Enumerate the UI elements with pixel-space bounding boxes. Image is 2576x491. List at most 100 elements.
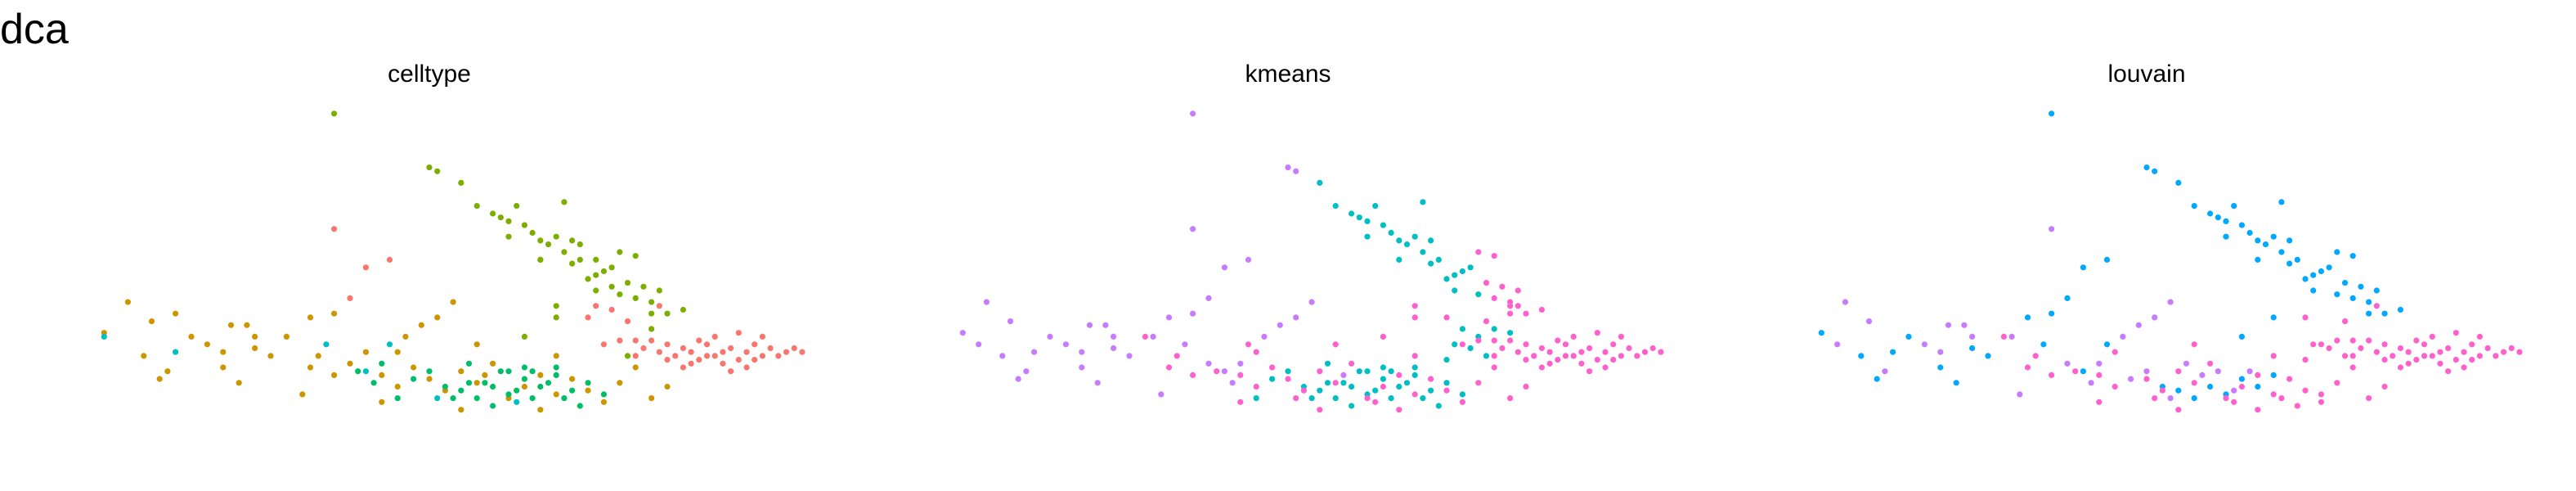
scatter-point bbox=[2167, 299, 2174, 305]
scatter-point bbox=[370, 380, 377, 386]
scatter-point bbox=[362, 349, 369, 355]
scatter-point bbox=[1562, 341, 1569, 348]
scatter-point bbox=[593, 272, 599, 278]
scatter-point bbox=[1269, 364, 1276, 371]
scatter-point bbox=[561, 199, 568, 205]
scatter-point bbox=[743, 349, 750, 355]
scatter-point bbox=[2255, 237, 2261, 244]
scatter-point bbox=[1349, 360, 1355, 367]
scatter-point bbox=[1515, 303, 1521, 309]
scatter-point bbox=[2366, 299, 2372, 305]
scatter-point bbox=[617, 291, 623, 298]
scatter-point bbox=[1349, 210, 1355, 217]
scatter-point bbox=[2223, 395, 2229, 402]
scatter-point bbox=[1253, 349, 1259, 355]
scatter-point bbox=[569, 260, 576, 267]
scatter-point bbox=[1626, 345, 1632, 352]
scatter-point bbox=[347, 360, 353, 367]
scatter-point bbox=[1428, 376, 1434, 382]
scatter-point bbox=[680, 364, 687, 371]
scatter-point bbox=[2270, 314, 2277, 321]
scatter-point bbox=[569, 387, 576, 394]
scatter-point bbox=[703, 353, 711, 359]
scatter-point bbox=[490, 403, 496, 409]
scatter-point bbox=[1126, 353, 1133, 359]
scatter-point bbox=[1538, 345, 1545, 352]
scatter-point bbox=[1491, 295, 1497, 301]
scatter-point bbox=[1443, 387, 1450, 394]
scatter-point bbox=[759, 353, 766, 359]
scatter-point bbox=[1372, 399, 1379, 405]
scatter-point bbox=[2405, 349, 2412, 355]
scatter-point bbox=[1507, 299, 1514, 305]
scatter-point bbox=[711, 333, 718, 340]
scatter-point bbox=[1388, 368, 1394, 375]
scatter-point bbox=[2128, 376, 2134, 382]
scatter-point bbox=[1594, 357, 1600, 363]
scatter-point bbox=[743, 364, 750, 371]
scatter-point bbox=[1890, 349, 1896, 355]
scatter-point bbox=[1905, 333, 1912, 340]
scatter-point bbox=[577, 256, 583, 263]
scatter-point bbox=[2080, 368, 2086, 375]
figure-title: dca bbox=[0, 6, 69, 53]
scatter-point bbox=[1221, 368, 1227, 375]
scatter-point bbox=[450, 299, 456, 305]
scatter-point bbox=[656, 287, 662, 294]
scatter-point bbox=[2096, 360, 2103, 367]
scatter-point bbox=[711, 353, 718, 359]
scatter-point bbox=[1634, 353, 1640, 359]
scatter-point bbox=[585, 314, 591, 321]
scatter-point bbox=[680, 306, 687, 313]
scatter-point bbox=[656, 349, 662, 355]
scatter-point bbox=[1261, 333, 1268, 340]
scatter-point bbox=[2287, 260, 2293, 267]
scatter-point bbox=[2302, 276, 2309, 282]
scatter-point bbox=[728, 345, 734, 352]
scatter-point bbox=[577, 241, 583, 248]
scatter-point bbox=[735, 330, 742, 336]
scatter-point bbox=[386, 341, 393, 348]
scatter-point bbox=[2270, 353, 2277, 359]
scatter-point bbox=[1443, 357, 1450, 363]
scatter-point bbox=[600, 399, 608, 405]
scatter-point bbox=[411, 376, 417, 382]
scatter-point bbox=[1300, 387, 1307, 394]
scatter-point bbox=[505, 233, 512, 240]
scatter-point bbox=[1364, 395, 1371, 402]
scatter-point bbox=[1293, 314, 1299, 321]
scatter-point bbox=[315, 353, 321, 359]
scatter-point bbox=[1245, 256, 1252, 263]
scatter-point bbox=[2199, 372, 2206, 378]
scatter-point bbox=[569, 376, 576, 382]
scatter-point bbox=[2358, 345, 2364, 352]
scatter-point bbox=[2246, 229, 2253, 236]
scatter-point bbox=[236, 380, 242, 386]
panel-title-louvain: louvain bbox=[2107, 61, 2186, 88]
scatter-point bbox=[2349, 295, 2356, 301]
scatter-point bbox=[1349, 403, 1355, 409]
scatter-point bbox=[1285, 376, 1291, 382]
scatter-point bbox=[141, 353, 147, 359]
scatter-point bbox=[2191, 341, 2197, 348]
scatter-point bbox=[545, 241, 552, 248]
scatter-point bbox=[473, 203, 480, 209]
scatter-point bbox=[299, 391, 306, 398]
scatter-point bbox=[2112, 349, 2118, 355]
scatter-point bbox=[585, 380, 591, 386]
scatter-point bbox=[2103, 256, 2111, 263]
scatter-point bbox=[505, 218, 512, 224]
scatter-point bbox=[1111, 333, 1117, 340]
scatter-point bbox=[2064, 295, 2071, 301]
scatter-point bbox=[664, 357, 671, 363]
scatter-point bbox=[1079, 349, 1085, 355]
scatter-point bbox=[2215, 214, 2221, 221]
scatter-point bbox=[2287, 376, 2293, 382]
scatter-point bbox=[1380, 222, 1386, 228]
scatter-point bbox=[497, 368, 504, 375]
scatter-point bbox=[252, 345, 258, 352]
scatter-point bbox=[1555, 337, 1561, 344]
scatter-panel-celltype: celltype bbox=[0, 0, 859, 491]
scatter-point bbox=[632, 295, 639, 301]
scatter-point bbox=[2112, 383, 2118, 390]
